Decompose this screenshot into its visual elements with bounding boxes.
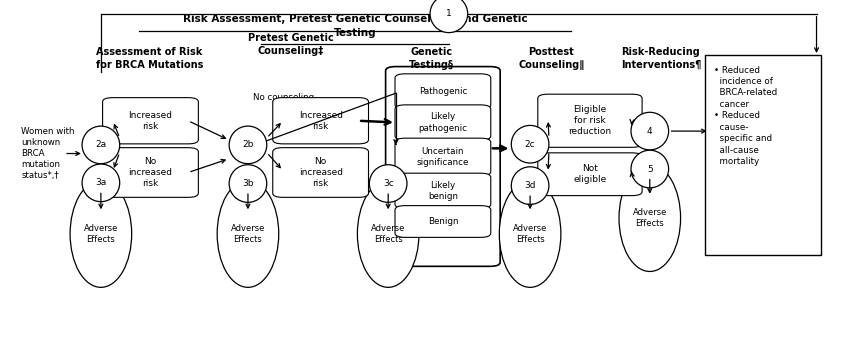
- FancyBboxPatch shape: [395, 173, 491, 208]
- Text: Not
eligible: Not eligible: [574, 164, 606, 184]
- FancyBboxPatch shape: [395, 206, 491, 237]
- FancyBboxPatch shape: [395, 105, 491, 140]
- Ellipse shape: [70, 180, 132, 287]
- Ellipse shape: [631, 150, 669, 188]
- Text: Likely
benign: Likely benign: [428, 181, 458, 201]
- FancyBboxPatch shape: [538, 153, 642, 196]
- Text: 2a: 2a: [95, 140, 107, 149]
- Text: Uncertain
significance: Uncertain significance: [416, 147, 469, 167]
- Text: 3a: 3a: [95, 178, 107, 187]
- Ellipse shape: [499, 180, 561, 287]
- Text: No counseling: No counseling: [253, 93, 315, 102]
- Text: No
increased
risk: No increased risk: [298, 157, 343, 188]
- Text: Pathogenic: Pathogenic: [419, 87, 467, 96]
- Text: 1: 1: [446, 9, 451, 18]
- Text: Increased
risk: Increased risk: [128, 111, 173, 131]
- Text: Adverse
Effects: Adverse Effects: [371, 224, 405, 244]
- Text: Counseling: Counseling: [284, 111, 332, 120]
- Text: 5: 5: [647, 165, 652, 174]
- FancyBboxPatch shape: [705, 55, 821, 255]
- Text: 3d: 3d: [524, 181, 536, 190]
- Ellipse shape: [511, 167, 549, 205]
- Text: Risk Assessment, Pretest Genetic Counseling, and Genetic
Testing: Risk Assessment, Pretest Genetic Counsel…: [182, 14, 528, 38]
- Text: • Reduced
  incidence of
  BRCA-related
  cancer
• Reduced
  cause-
  specific a: • Reduced incidence of BRCA-related canc…: [714, 66, 777, 166]
- Ellipse shape: [82, 126, 120, 164]
- Ellipse shape: [357, 180, 419, 287]
- Text: Benign: Benign: [428, 217, 458, 226]
- Ellipse shape: [82, 164, 120, 202]
- Text: Eligible
for risk
reduction: Eligible for risk reduction: [569, 105, 611, 136]
- Text: Risk-Reducing
Interventions¶: Risk-Reducing Interventions¶: [621, 47, 701, 70]
- FancyBboxPatch shape: [386, 67, 500, 266]
- FancyBboxPatch shape: [273, 98, 369, 144]
- Text: Adverse
Effects: Adverse Effects: [513, 224, 547, 244]
- FancyBboxPatch shape: [395, 74, 491, 109]
- Ellipse shape: [631, 112, 669, 150]
- Text: Posttest
Counseling∥: Posttest Counseling∥: [518, 47, 585, 70]
- FancyBboxPatch shape: [395, 138, 491, 176]
- Text: Adverse
Effects: Adverse Effects: [231, 224, 265, 244]
- Text: Likely
pathogenic: Likely pathogenic: [418, 112, 468, 132]
- Text: Adverse
Effects: Adverse Effects: [633, 208, 667, 228]
- Ellipse shape: [229, 126, 267, 164]
- Text: Increased
risk: Increased risk: [298, 111, 343, 131]
- Text: 2c: 2c: [525, 140, 535, 149]
- Text: 3c: 3c: [383, 179, 393, 188]
- Text: Women with
unknown
BRCA
mutation
status*,†: Women with unknown BRCA mutation status*…: [21, 127, 75, 180]
- Text: 3b: 3b: [242, 179, 254, 188]
- FancyBboxPatch shape: [103, 148, 198, 197]
- Text: Genetic
Testing§: Genetic Testing§: [410, 47, 454, 70]
- FancyBboxPatch shape: [538, 94, 642, 147]
- FancyBboxPatch shape: [273, 148, 369, 197]
- FancyBboxPatch shape: [103, 98, 198, 144]
- Text: Assessment of Risk
for BRCA Mutations: Assessment of Risk for BRCA Mutations: [96, 47, 203, 70]
- Ellipse shape: [511, 125, 549, 163]
- Text: 2b: 2b: [242, 140, 254, 149]
- Ellipse shape: [430, 0, 468, 33]
- Ellipse shape: [217, 180, 279, 287]
- Text: Pretest Genetic
Counseling‡: Pretest Genetic Counseling‡: [248, 33, 333, 56]
- Ellipse shape: [229, 165, 267, 203]
- Text: Adverse
Effects: Adverse Effects: [84, 224, 118, 244]
- Ellipse shape: [619, 165, 681, 272]
- Text: No
increased
risk: No increased risk: [128, 157, 173, 188]
- Ellipse shape: [369, 165, 407, 203]
- Text: 4: 4: [647, 127, 652, 136]
